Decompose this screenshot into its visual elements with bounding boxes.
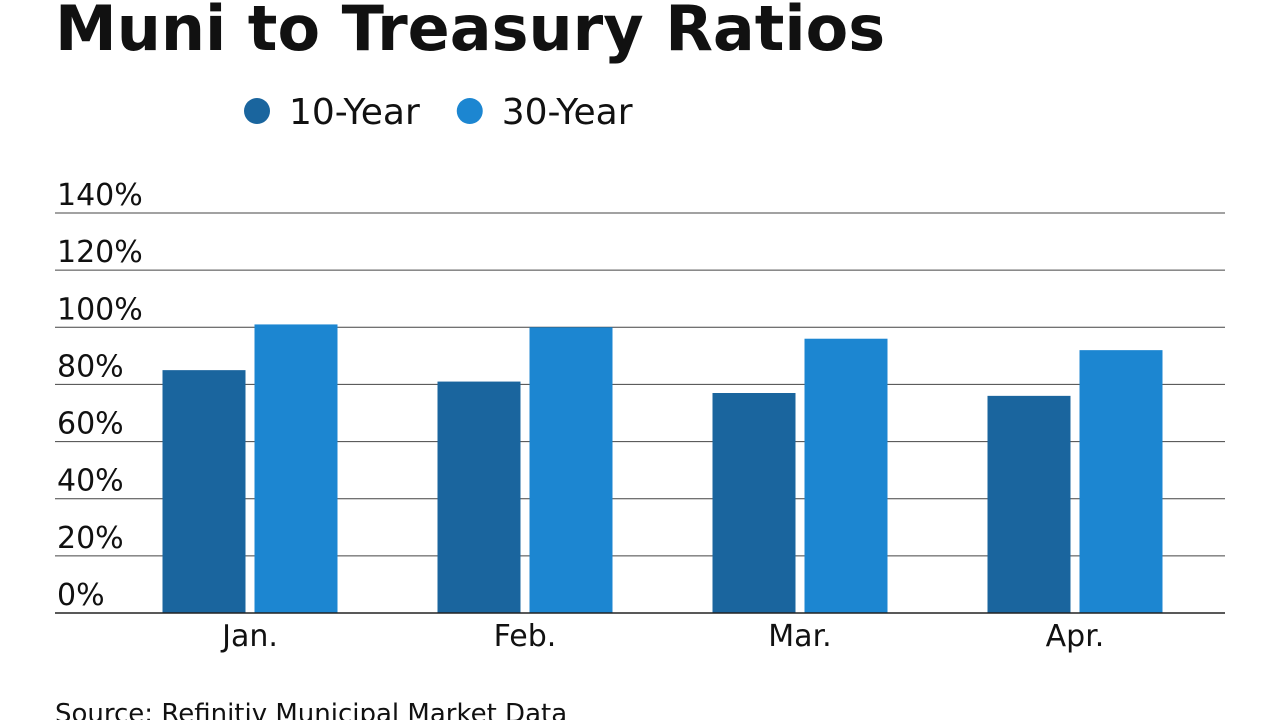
source-note: Source: Refinitiv Municipal Market Data bbox=[55, 699, 567, 720]
legend-label: 30-Year bbox=[502, 92, 633, 133]
bar bbox=[987, 395, 1071, 613]
legend-marker bbox=[244, 98, 270, 124]
y-tick-label: 60% bbox=[57, 407, 124, 442]
bar bbox=[804, 338, 888, 613]
y-tick-label: 20% bbox=[57, 521, 124, 556]
y-tick-label: 40% bbox=[57, 464, 124, 499]
x-tick-label: Jan. bbox=[220, 619, 278, 654]
y-tick-label: 80% bbox=[57, 349, 124, 384]
y-tick-label: 0% bbox=[57, 578, 105, 613]
bar bbox=[1079, 350, 1163, 613]
y-tick-label: 140% bbox=[57, 178, 143, 213]
legend-marker bbox=[456, 98, 483, 124]
bar bbox=[162, 370, 246, 613]
x-tick-label: Mar. bbox=[768, 619, 831, 654]
x-tick-label: Apr. bbox=[1046, 619, 1105, 654]
bar bbox=[254, 324, 338, 613]
x-tick-label: Feb. bbox=[494, 619, 557, 654]
bar bbox=[437, 381, 521, 613]
y-tick-label: 120% bbox=[57, 235, 143, 270]
chart-title: Muni to Treasury Ratios bbox=[55, 0, 885, 65]
bar bbox=[712, 393, 796, 613]
bar bbox=[529, 327, 613, 613]
y-tick-label: 100% bbox=[57, 292, 143, 327]
legend-label: 10-Year bbox=[289, 92, 420, 133]
